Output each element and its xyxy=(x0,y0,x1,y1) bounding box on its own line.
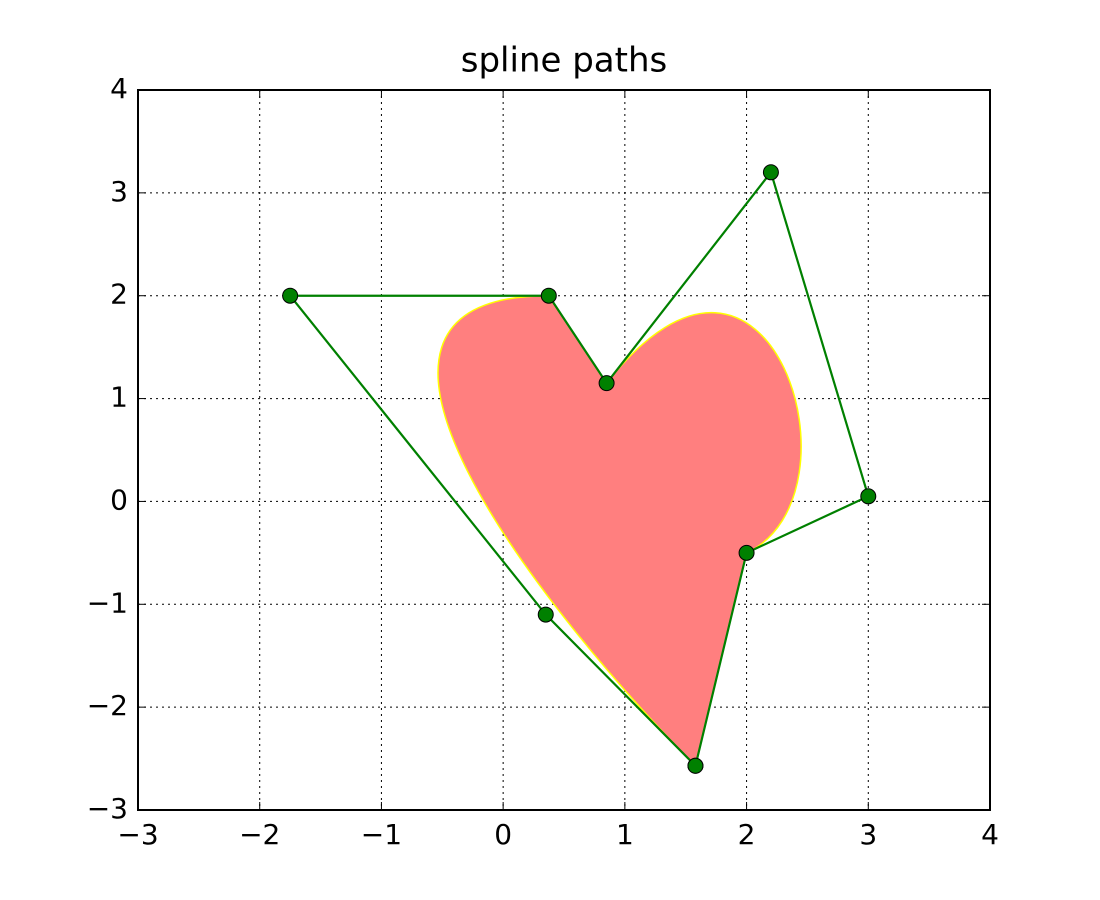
control-point xyxy=(282,287,299,304)
y-tick-label: 0 xyxy=(110,483,128,516)
control-point xyxy=(598,375,615,392)
x-tick-label: 0 xyxy=(494,818,512,851)
x-tick-label: 2 xyxy=(738,818,756,851)
control-point xyxy=(540,287,557,304)
y-tick-label: 2 xyxy=(110,278,128,311)
y-tick-label: −1 xyxy=(87,586,128,619)
chart-title: spline paths xyxy=(461,41,667,81)
control-point xyxy=(537,606,554,623)
x-tick-label: 1 xyxy=(616,818,634,851)
x-tick-label: 3 xyxy=(859,818,877,851)
y-tick-label: 3 xyxy=(110,175,128,208)
control-point xyxy=(687,757,704,774)
y-tick-label: 1 xyxy=(110,381,128,414)
x-tick-label: −1 xyxy=(361,818,402,851)
y-tick-label: 4 xyxy=(110,72,128,105)
control-point xyxy=(762,164,779,181)
control-point xyxy=(860,488,877,505)
control-point xyxy=(738,544,755,561)
y-tick-label: −3 xyxy=(87,792,128,825)
x-tick-label: −3 xyxy=(117,818,158,851)
y-tick-label: −2 xyxy=(87,689,128,722)
x-tick-label: −2 xyxy=(239,818,280,851)
x-tick-label: 4 xyxy=(981,818,999,851)
axes-frame xyxy=(137,89,991,811)
